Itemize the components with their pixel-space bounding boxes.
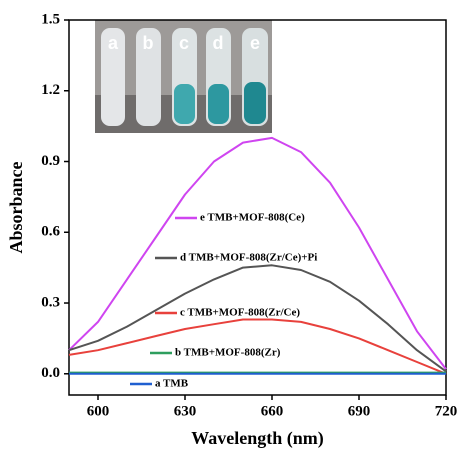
inset-label: a <box>108 33 119 53</box>
inset-label: e <box>250 33 260 53</box>
y-tick-label: 0.9 <box>41 153 60 169</box>
y-tick-label: 1.5 <box>41 11 60 27</box>
x-tick-label: 690 <box>348 403 371 419</box>
x-axis-title: Wavelength (nm) <box>191 428 324 449</box>
y-tick-label: 1.2 <box>41 82 60 98</box>
inset-label: d <box>213 33 224 53</box>
legend-label: e TMB+MOF-808(Ce) <box>200 212 305 224</box>
series-line <box>68 318 447 375</box>
inset-label: b <box>143 33 154 53</box>
legend-label: a TMB <box>155 378 189 390</box>
plot-frame <box>68 19 447 396</box>
x-tick-label: 630 <box>174 403 197 419</box>
x-tick-label: 660 <box>261 403 284 419</box>
x-tick-label: 600 <box>87 403 110 419</box>
y-axis-title: Absorbance <box>6 161 26 253</box>
y-tick-label: 0.3 <box>41 294 60 310</box>
legend-label: b TMB+MOF-808(Zr) <box>175 347 281 359</box>
x-tick-label: 720 <box>435 403 458 419</box>
series-line <box>68 264 447 373</box>
y-tick-label: 0.6 <box>41 224 60 240</box>
legend-label: d TMB+MOF-808(Zr/Ce)+Pi <box>180 252 317 264</box>
legend-label: c TMB+MOF-808(Zr/Ce) <box>180 307 300 319</box>
inset-label: c <box>179 33 189 53</box>
y-tick-label: 0.0 <box>41 365 60 381</box>
series-line <box>68 136 447 370</box>
inset-photo <box>95 20 272 133</box>
